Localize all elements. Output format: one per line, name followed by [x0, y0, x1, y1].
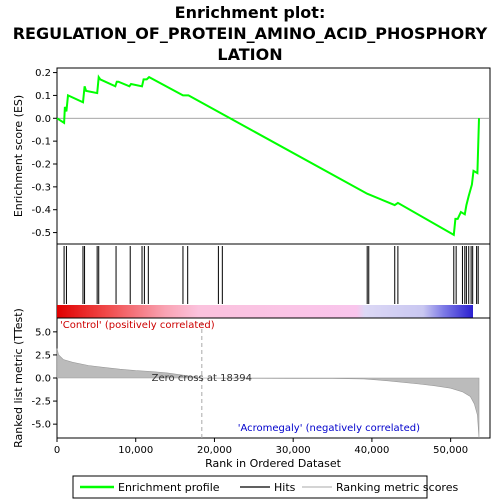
ranking-metric-area: [56, 348, 480, 439]
es-y-tick-label: -0.2: [31, 160, 51, 171]
ranking-y-ticks: 5.0 2.5 0.0 -2.5 -5.0: [31, 327, 57, 431]
chart-title-line-3: LATION: [217, 45, 282, 64]
ranking-y-tick-label: -5.0: [31, 420, 51, 431]
es-y-ticks: 0.2 0.1 0.0 -0.1 -0.2 -0.3 -0.4 -0.5: [31, 68, 57, 239]
es-y-tick-label: 0.1: [35, 91, 51, 102]
ranking-y-tick-label: -2.5: [31, 397, 51, 408]
x-tick-label: 50,000: [433, 445, 468, 456]
x-tick-label: 20,000: [197, 445, 232, 456]
es-y-tick-label: -0.4: [31, 205, 51, 216]
es-y-tick-label: -0.3: [31, 182, 51, 193]
ranking-y-tick-label: 0.0: [35, 374, 51, 385]
legend-hits-label: Hits: [274, 481, 296, 494]
ranking-color-bar: [57, 305, 473, 318]
chart-title-line-2: REGULATION_OF_PROTEIN_AMINO_ACID_PHOSPHO…: [13, 24, 488, 43]
hits-panel: [56, 243, 491, 319]
x-axis-label: Rank in Ordered Dataset: [205, 457, 342, 470]
ranking-y-axis-label: Ranked list metric (TTest): [12, 308, 25, 448]
es-y-tick-label: -0.1: [31, 137, 51, 148]
legend-enrichment-label: Enrichment profile: [118, 481, 220, 494]
chart-title-line-1: Enrichment plot:: [175, 3, 326, 22]
x-tick-label: 0: [54, 445, 60, 456]
zero-cross-label: Zero cross at 18394: [152, 373, 252, 384]
ranking-panel: 5.0 2.5 0.0 -2.5 -5.0 Zero cross at 18394 'C…: [12, 308, 491, 470]
es-panel: 0.2 0.1 0.0 -0.1 -0.2 -0.3 -0.4 -0.5 Enrichment…: [12, 67, 491, 245]
x-ticks: 0 10,000 20,000 30,000 40,000 50,000: [54, 438, 468, 456]
legend-ranking-label: Ranking metric scores: [336, 481, 458, 494]
x-tick-label: 30,000: [276, 445, 311, 456]
es-y-axis-label: Enrichment score (ES): [12, 95, 25, 217]
x-tick-label: 10,000: [118, 445, 153, 456]
x-tick-label: 40,000: [354, 445, 389, 456]
enrichment-profile-line: [56, 74, 480, 237]
negative-correlation-label: 'Acromegaly' (negatively correlated): [238, 423, 420, 434]
es-y-tick-label: -0.5: [31, 228, 51, 239]
ranking-y-tick-label: 2.5: [35, 350, 51, 361]
es-y-tick-label: 0.0: [35, 114, 51, 125]
es-y-tick-label: 0.2: [35, 68, 51, 79]
ranking-y-tick-label: 5.0: [35, 327, 51, 338]
positive-correlation-label: 'Control' (positively correlated): [60, 320, 215, 331]
legend: Enrichment profile Hits Ranking metric s…: [72, 475, 458, 499]
hit-lines: [63, 246, 479, 304]
